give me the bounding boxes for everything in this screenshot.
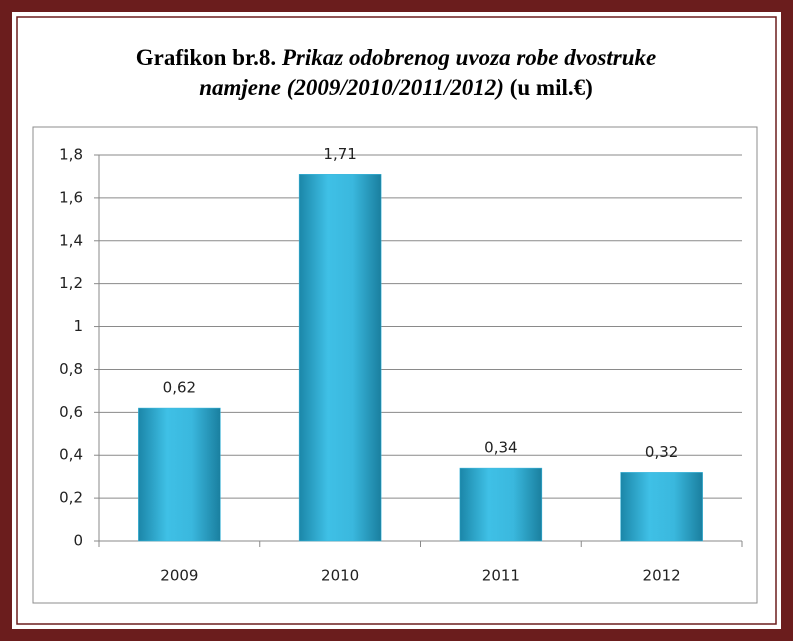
bar <box>620 472 703 542</box>
value-label: 1,71 <box>323 145 356 163</box>
bar <box>298 174 382 542</box>
x-tick-label: 2012 <box>643 567 681 585</box>
chart-title: Grafikon br.8. Prikaz odobrenog uvoza ro… <box>136 45 657 70</box>
inner-frame <box>16 16 777 625</box>
y-tick-label: 1,2 <box>59 274 83 292</box>
y-tick-label: 0 <box>73 532 83 550</box>
y-tick-label: 1 <box>73 317 83 335</box>
value-label: 0,32 <box>645 443 678 461</box>
x-tick-label: 2010 <box>321 567 359 585</box>
title-lead: Grafikon br.8. <box>136 45 276 70</box>
x-tick-label: 2011 <box>482 567 520 585</box>
bar <box>459 467 543 542</box>
y-tick-label: 1,8 <box>59 146 83 164</box>
y-tick-label: 1,4 <box>59 231 83 249</box>
value-label: 0,34 <box>484 439 517 457</box>
y-tick-label: 0,6 <box>59 403 83 421</box>
bar <box>138 407 221 542</box>
y-tick-label: 1,6 <box>59 188 83 206</box>
title-italic: namjene (2009/2010/2011/2012) <box>199 75 504 100</box>
y-tick-label: 0,8 <box>59 360 83 378</box>
chart-title: namjene (2009/2010/2011/2012) (u mil.€) <box>199 75 593 100</box>
x-tick-label: 2009 <box>160 567 198 585</box>
value-label: 0,62 <box>163 379 196 397</box>
title-italic: Prikaz odobrenog uvoza robe dvostruke <box>281 45 656 70</box>
title-unit: (u mil.€) <box>510 75 593 100</box>
y-tick-label: 0,4 <box>59 446 83 464</box>
y-tick-label: 0,2 <box>59 489 83 507</box>
